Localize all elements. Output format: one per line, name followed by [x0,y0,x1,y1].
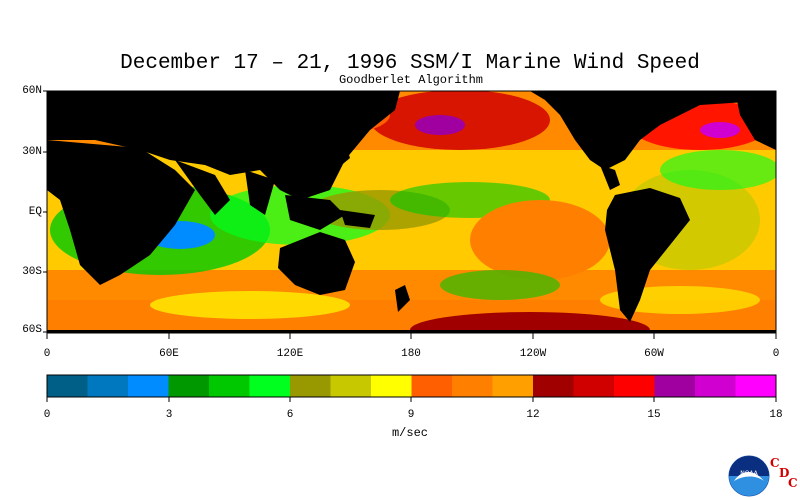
colorbar-cell [47,375,88,397]
colorbar-cell [128,375,169,397]
lat-label-60s: 60S [22,324,42,336]
lon-ticks [46,333,777,339]
colorbar-tick-9: 9 [407,409,415,421]
colorbar-cell [371,375,412,397]
colorbar-cell [573,375,615,397]
land-masses [47,91,776,333]
colorbar-cell [533,375,574,397]
colorbar-cell [411,375,453,397]
colorbar-cell [452,375,493,397]
lat-label-30s: 30S [22,266,42,278]
lon-label-120e: 120E [276,348,304,360]
lon-label-60e: 60E [159,348,179,360]
colorbar-tick-15: 15 [647,409,661,421]
noaa-logo[interactable]: NOAA [728,455,770,497]
lon-label-120w: 120W [519,348,547,360]
lat-label-60n: 60N [22,85,42,97]
colorbar-cell [695,375,736,397]
lon-label-0-west: 0 [43,348,51,360]
map-title: December 17 – 21, 1996 SSM/I Marine Wind… [120,52,700,75]
colorbar-cell [492,375,534,397]
colorbar-cell [87,375,129,397]
colorbar-cell [209,375,250,397]
colorbar-tick-0: 0 [43,409,51,421]
cdc-letter-d: D [779,466,790,480]
lat-label-30n: 30N [22,146,42,158]
colorbar-cell [168,375,210,397]
lon-label-60w: 60W [644,348,664,360]
colorbar-cell [614,375,655,397]
colorbar-unit: m/sec [391,426,428,440]
lat-ticks [43,90,47,333]
colorbar-cell [654,375,696,397]
cdc-letter-c1: C [770,456,780,470]
map-subtitle: Goodberlet Algorithm [338,73,484,87]
colorbar-cell [330,375,372,397]
colorbar-cell [735,375,777,397]
colorbar-cell [290,375,331,397]
colorbar-tick-3: 3 [165,409,173,421]
cdc-letter-c2: C [788,476,798,490]
colorbar-ticks [46,397,777,402]
colorbar-tick-6: 6 [286,409,294,421]
colorbar-cell [249,375,291,397]
lat-label-eq: EQ [28,206,42,218]
colorbar-tick-18: 18 [769,409,783,421]
colorbar-tick-12: 12 [526,409,540,421]
lon-label-180: 180 [401,348,421,360]
lon-label-0-east: 0 [772,348,780,360]
svg-text:NOAA: NOAA [740,470,758,477]
